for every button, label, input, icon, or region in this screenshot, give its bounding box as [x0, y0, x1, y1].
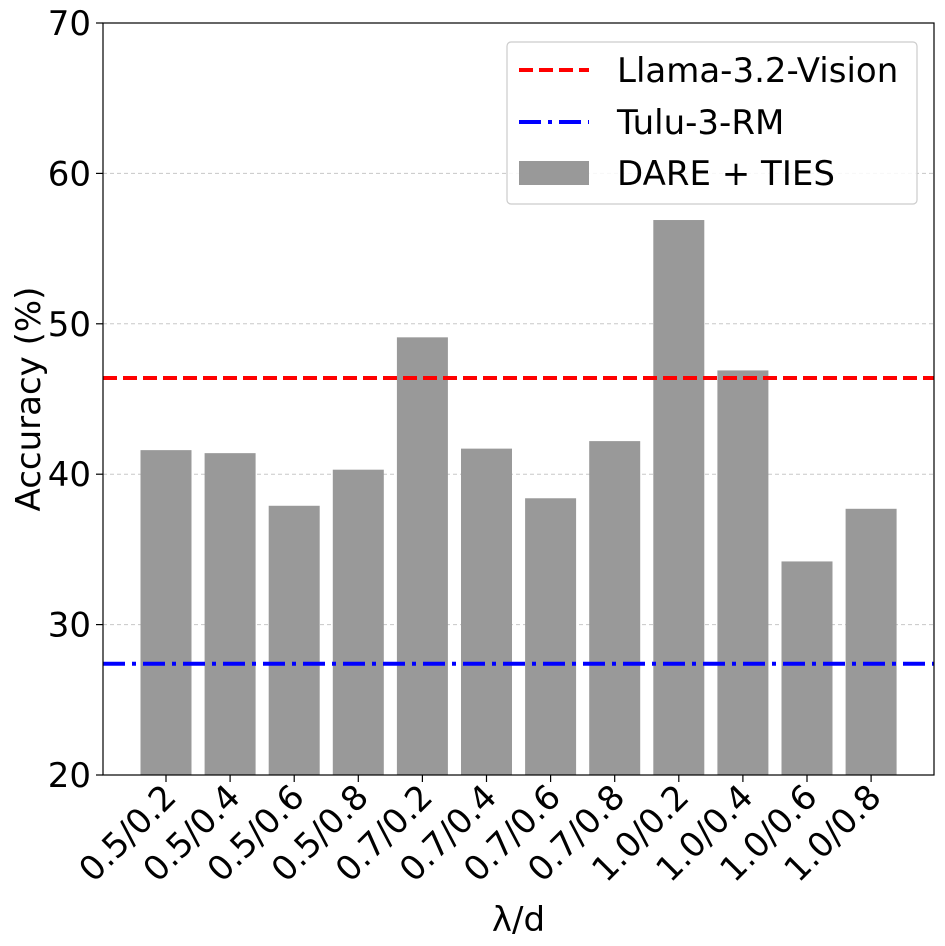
bar — [525, 498, 577, 775]
bar — [781, 561, 833, 775]
legend: Llama-3.2-Vision Tulu-3-RM DARE + TIES — [506, 41, 918, 205]
legend-bar-swatch — [519, 161, 589, 185]
bar — [204, 453, 256, 775]
bar — [845, 508, 897, 775]
bar — [461, 448, 512, 775]
x-axis-ticks: 0.5/0.20.5/0.40.5/0.60.5/0.80.7/0.20.7/0… — [72, 775, 889, 890]
bar — [717, 370, 769, 775]
y-axis-ticks: 20 30 40 50 60 70 — [48, 4, 103, 796]
plot-frame — [102, 22, 935, 776]
bars — [140, 220, 897, 776]
y-tick-label: 30 — [48, 606, 91, 646]
bar — [268, 505, 320, 775]
bar — [653, 220, 705, 776]
y-axis-title: Accuracy (%) — [9, 287, 49, 512]
y-tick-label: 50 — [48, 305, 91, 345]
y-tick-label: 60 — [48, 154, 91, 194]
bar — [396, 337, 448, 775]
x-axis-title: λ/d — [492, 900, 545, 940]
y-tick-label: 20 — [48, 756, 91, 796]
bar — [140, 450, 192, 775]
y-tick-label: 70 — [48, 4, 91, 44]
legend-label: Tulu-3-RM — [616, 103, 784, 143]
reference-lines — [103, 375, 934, 666]
legend-label: Llama-3.2-Vision — [617, 51, 898, 91]
legend-label: DARE + TIES — [617, 154, 835, 194]
legend-box — [506, 41, 918, 205]
bar — [332, 469, 384, 775]
bar — [589, 441, 641, 775]
y-tick-label: 40 — [48, 455, 91, 495]
